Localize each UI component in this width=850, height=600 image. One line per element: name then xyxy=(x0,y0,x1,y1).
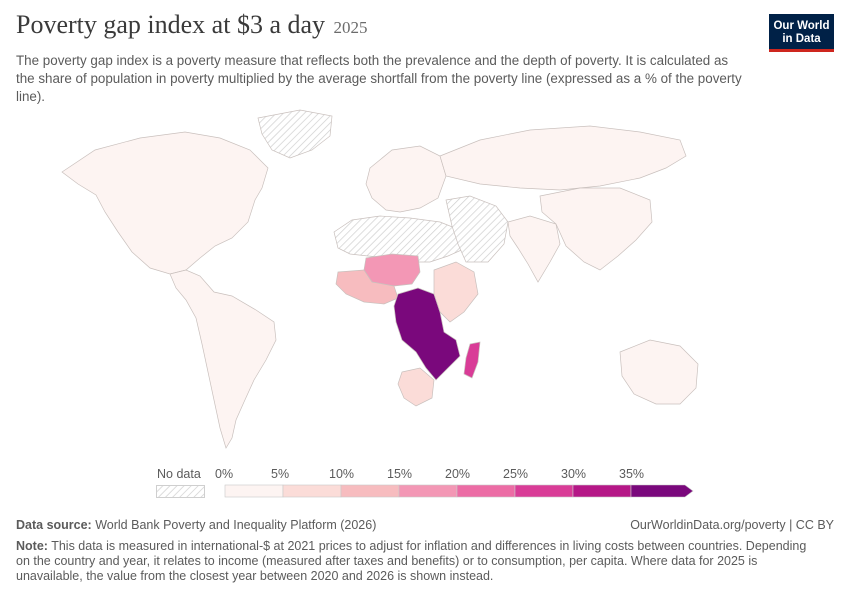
legend-bin-1[interactable] xyxy=(282,484,342,498)
legend-tick-label: 25% xyxy=(503,467,529,481)
legend-bin-6[interactable] xyxy=(572,484,632,498)
region-europe[interactable] xyxy=(365,145,447,213)
source-text[interactable]: World Bank Poverty and Inequality Platfo… xyxy=(95,518,377,532)
source-label: Data source: xyxy=(16,518,92,532)
note: Note: This data is measured in internati… xyxy=(16,539,816,584)
legend-tick-label: 0% xyxy=(215,467,234,481)
region-northern-america[interactable] xyxy=(61,131,269,275)
credit-link[interactable]: OurWorldinData.org/poverty | CC BY xyxy=(630,518,834,532)
region-middle-east[interactable] xyxy=(445,195,509,263)
region-north-africa[interactable] xyxy=(333,215,467,263)
note-label: Note: xyxy=(16,539,48,553)
legend-bin-4[interactable] xyxy=(456,484,516,498)
region-australia[interactable] xyxy=(619,339,699,405)
legend-bin-3[interactable] xyxy=(398,484,458,498)
legend-tick-label: 20% xyxy=(445,467,471,481)
region-east-asia[interactable] xyxy=(539,187,653,271)
legend-tick-label: 35% xyxy=(619,467,645,481)
legend-no-data-label: No data xyxy=(157,467,201,481)
region-latin-america[interactable] xyxy=(169,269,277,449)
legend-tick-label: 15% xyxy=(387,467,413,481)
chart-subtitle: The poverty gap index is a poverty measu… xyxy=(16,53,742,104)
owid-logo[interactable]: Our World in Data xyxy=(769,14,834,52)
legend: No data 0% 5% 10% 15% 20% 25% 30% 35% xyxy=(0,462,850,502)
legend-color-bar[interactable] xyxy=(222,484,697,500)
legend-bin-5[interactable] xyxy=(514,484,574,498)
region-east-africa[interactable] xyxy=(433,261,479,323)
legend-bin-0[interactable] xyxy=(224,484,284,498)
region-madagascar[interactable] xyxy=(463,341,481,379)
region-sahel[interactable] xyxy=(363,253,421,287)
note-text: This data is measured in international-$… xyxy=(16,539,807,583)
region-southern-africa[interactable] xyxy=(397,367,435,407)
legend-tick-label: 30% xyxy=(561,467,587,481)
data-source: Data source: World Bank Poverty and Ineq… xyxy=(16,518,376,532)
logo-line-1: Our World xyxy=(773,20,830,32)
region-west-africa[interactable] xyxy=(335,269,399,305)
region-russia[interactable] xyxy=(439,125,687,191)
chart-year[interactable]: 2025 xyxy=(333,18,368,37)
legend-tick-label: 10% xyxy=(329,467,355,481)
legend-bin-2[interactable] xyxy=(340,484,400,498)
region-greenland[interactable] xyxy=(257,109,333,159)
legend-bin-7[interactable] xyxy=(630,484,694,498)
legend-no-data-swatch[interactable] xyxy=(156,485,206,499)
legend-tick-label: 5% xyxy=(271,467,290,481)
title-row: Poverty gap index at $3 a day 2025 xyxy=(16,10,756,40)
region-south-asia[interactable] xyxy=(507,215,561,283)
chart-title: Poverty gap index at $3 a day xyxy=(16,10,326,39)
logo-line-2: in Data xyxy=(782,33,821,45)
world-map[interactable] xyxy=(0,100,850,462)
